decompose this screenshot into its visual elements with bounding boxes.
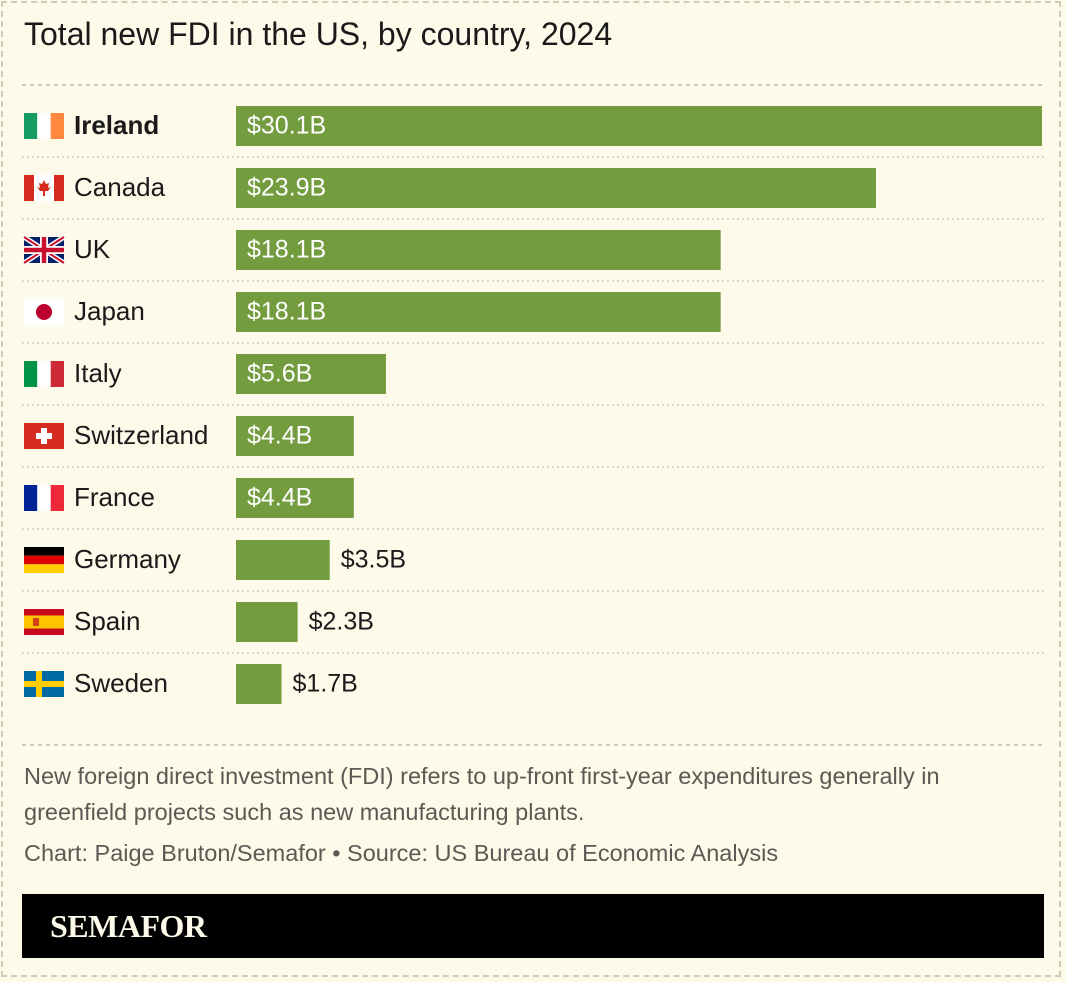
bar (236, 664, 282, 704)
chart-title: Total new FDI in the US, by country, 202… (24, 16, 613, 52)
bar (236, 416, 354, 456)
value-label: $23.9B (247, 174, 326, 202)
source: Chart: Paige Bruton/Semafor • Source: US… (24, 840, 779, 866)
flags (22, 113, 66, 697)
brand-banner: SEMAFOR (22, 894, 1044, 958)
category-label: Spain (74, 606, 141, 636)
category-label: France (74, 482, 155, 512)
category-label: Germany (74, 544, 181, 574)
category-label: UK (74, 234, 111, 264)
category-label: Switzerland (74, 420, 208, 450)
flag-spain (24, 609, 64, 635)
value-label: $4.4B (247, 422, 312, 450)
category-label: Canada (74, 172, 166, 202)
bar (236, 106, 1042, 146)
value-label: $3.5B (341, 546, 406, 574)
bar (236, 354, 386, 394)
bar (236, 540, 330, 580)
bar (236, 168, 876, 208)
flag-canada (24, 175, 64, 201)
note: New foreign direct investment (FDI) refe… (24, 763, 940, 825)
value-label: $1.7B (293, 670, 358, 698)
category-label: Italy (74, 358, 122, 388)
bar (236, 478, 354, 518)
category-label: Japan (74, 296, 145, 326)
value-label: $18.1B (247, 298, 326, 326)
value-label: $30.1B (247, 112, 326, 140)
bar (236, 230, 721, 270)
flag-switzerland (24, 423, 64, 449)
flag-ireland (24, 113, 64, 139)
flag-germany (24, 547, 64, 573)
bar (236, 602, 298, 642)
flag-italy (24, 361, 64, 387)
flag-france (24, 485, 64, 511)
category-label: Ireland (74, 110, 159, 140)
flag-sweden (24, 671, 64, 697)
value-label: $18.1B (247, 236, 326, 264)
flag-japan (24, 299, 64, 325)
value-label: $5.6B (247, 360, 312, 388)
category-label: Sweden (74, 668, 168, 698)
value-label: $2.3B (309, 608, 374, 636)
bar (236, 292, 721, 332)
chart: Ireland $30.1B Canada $23.9B UK $18.1B Japan $1… (22, 84, 1044, 746)
brand: SEMAFOR (50, 908, 207, 944)
value-label: $4.4B (247, 484, 312, 512)
flag-uk (22, 234, 66, 266)
